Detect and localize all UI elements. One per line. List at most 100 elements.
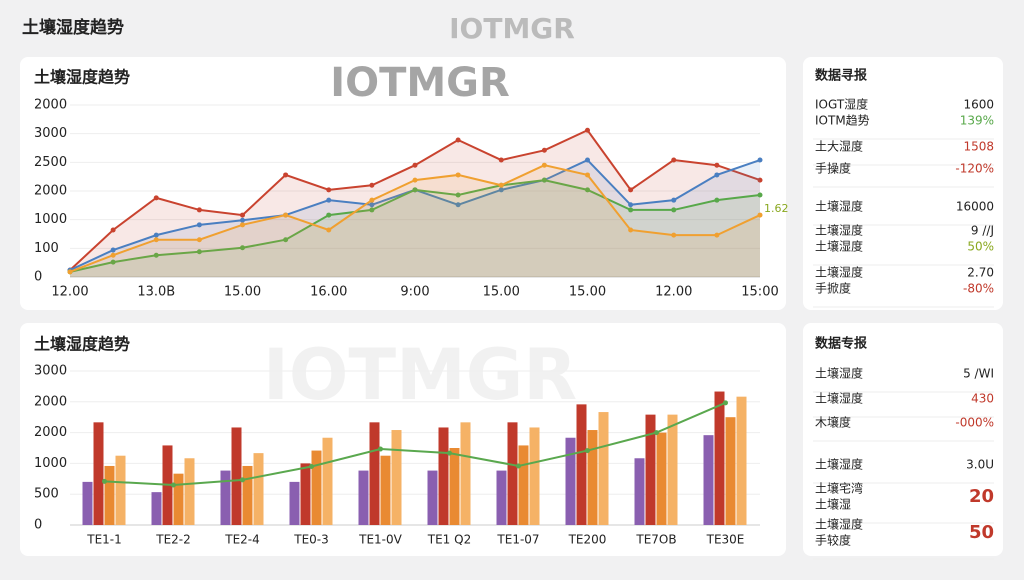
x-tick-label: 16.00 (310, 285, 347, 300)
point (171, 482, 176, 488)
x-tick-label: 13.0B (137, 285, 175, 300)
bar (449, 448, 460, 525)
watermark: IOTMGR (263, 334, 577, 416)
point (498, 157, 504, 163)
point (240, 245, 245, 251)
bar (656, 432, 667, 525)
bar (322, 437, 333, 525)
panel-title: 数据寻报 (815, 68, 868, 84)
point (153, 252, 159, 258)
bar (115, 455, 126, 525)
y-tick-label: 0 (34, 270, 42, 285)
bar (253, 453, 264, 525)
point (412, 187, 418, 193)
point (757, 212, 763, 218)
bar (151, 492, 162, 525)
point (196, 237, 202, 243)
point (67, 269, 73, 275)
x-tick-label: 12.00 (655, 285, 692, 300)
bar (529, 427, 540, 525)
point (369, 202, 375, 208)
series-area (70, 180, 760, 277)
bar (220, 470, 231, 525)
x-tick-label: TE1-0V (358, 533, 403, 547)
y-tick-label: 1000 (34, 456, 67, 471)
row-label: 土壤湿 (815, 497, 851, 512)
row-value: 2.70 (967, 266, 994, 280)
bar (93, 422, 104, 525)
bar (703, 435, 714, 525)
row-label: 土壤湿度 (815, 265, 863, 280)
panel (803, 57, 1003, 310)
bar (460, 422, 471, 525)
annotation: 1.62 (764, 202, 789, 215)
x-tick-label: TE1 Q2 (427, 533, 471, 547)
panel (803, 323, 1003, 556)
point (541, 177, 547, 183)
bar (438, 427, 449, 525)
y-tick-label: 2500 (34, 155, 67, 170)
point (757, 177, 763, 183)
point (628, 187, 634, 193)
x-tick-label: 15.00 (224, 285, 261, 300)
bar (231, 427, 242, 525)
x-tick-label: TE2-4 (224, 533, 260, 547)
y-tick-label: 3000 (34, 126, 67, 141)
row-label: 土壤湿度 (815, 366, 863, 381)
row-label: 土壤湿度 (815, 199, 863, 214)
point (369, 182, 375, 188)
panel (20, 57, 786, 310)
point (516, 463, 521, 469)
chart-title: 土壤湿度趋势 (34, 68, 130, 87)
point (110, 227, 116, 233)
y-tick-label: 2000 (34, 394, 67, 409)
point (240, 477, 245, 483)
point (628, 227, 634, 233)
row-label: 土壤宅湾 (815, 481, 863, 496)
point (153, 237, 159, 243)
row-value: 430 (971, 392, 994, 406)
point (723, 400, 728, 406)
point (309, 463, 314, 469)
x-tick-label: 15.00 (483, 285, 520, 300)
row-value: 1508 (963, 140, 994, 154)
row-label: IOTM趋势 (815, 114, 870, 128)
bar (391, 430, 402, 525)
series-area (70, 130, 760, 277)
point (585, 127, 590, 133)
bar (104, 465, 115, 525)
bar (289, 481, 300, 525)
chart-title: 土壤湿度趋势 (34, 335, 130, 354)
point (585, 448, 590, 454)
y-tick-label: 3000 (34, 364, 67, 379)
point (714, 162, 720, 168)
point (102, 478, 107, 484)
point (455, 202, 461, 208)
point (110, 247, 116, 253)
row-label: 手较度 (815, 533, 851, 548)
row-label: 手操度 (815, 161, 851, 176)
x-tick-label: TE2-2 (155, 533, 191, 547)
bar (598, 412, 609, 525)
row-label: 手掀度 (815, 281, 851, 296)
row-value: 1600 (963, 98, 994, 112)
point (378, 446, 383, 452)
bar (587, 430, 598, 525)
row-value: 50% (967, 240, 994, 254)
row-label: 土壤湿度 (815, 457, 863, 472)
point (110, 259, 116, 265)
bar (173, 473, 184, 525)
point (757, 157, 763, 163)
row-value: 50 (969, 522, 994, 543)
row-label: 土壤湿度 (815, 391, 863, 406)
bar (725, 417, 736, 525)
bar (645, 414, 656, 525)
point (455, 172, 461, 178)
bar (565, 437, 576, 525)
y-tick-label: 100 (34, 241, 59, 256)
point (283, 237, 289, 243)
row-value: -120% (955, 162, 994, 176)
point (326, 197, 332, 203)
point (714, 172, 720, 178)
point (671, 197, 677, 203)
